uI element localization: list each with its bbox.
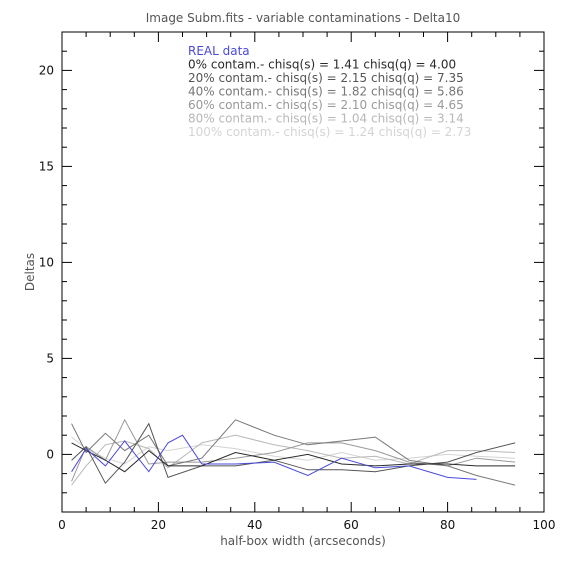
- series-line-1: [71, 442, 516, 473]
- x-tick-label: 40: [247, 518, 262, 532]
- legend-entry-6: 100% contam.- chisq(s) = 1.24 chisq(q) =…: [188, 125, 471, 139]
- legend-entry-0: REAL data: [188, 44, 250, 58]
- y-axis: 0 5 10 15 20: [39, 31, 544, 513]
- series-line-5: [71, 434, 516, 486]
- legend-entry-5: 80% contam.- chisq(s) = 1.04 chisq(q) = …: [188, 112, 464, 126]
- y-axis-label: Deltas: [23, 253, 37, 291]
- x-tick-label: 0: [58, 518, 66, 532]
- series-line-3: [71, 419, 516, 486]
- y-tick-label: 15: [39, 159, 54, 173]
- chart-title: Image Subm.fits - variable contamination…: [146, 11, 461, 25]
- legend-entry-1: 0% contam.- chisq(s) = 1.41 chisq(q) = 4…: [188, 58, 456, 72]
- legend-entry-4: 60% contam.- chisq(s) = 2.10 chisq(q) = …: [188, 98, 464, 112]
- x-tick-label: 80: [440, 518, 455, 532]
- series-line-6: [71, 436, 516, 465]
- y-tick-label: 0: [46, 447, 54, 461]
- x-axis-label: half-box width (arcseconds): [220, 534, 386, 548]
- x-tick-label: 20: [151, 518, 166, 532]
- x-axis: 0 20 40 60 80 100: [58, 32, 555, 532]
- y-tick-label: 5: [46, 351, 54, 365]
- legend-entry-3: 40% contam.- chisq(s) = 1.82 chisq(q) = …: [188, 85, 464, 99]
- y-tick-label: 20: [39, 63, 54, 77]
- series-line-0: [71, 434, 477, 480]
- legend-entry-2: 20% contam.- chisq(s) = 2.15 chisq(q) = …: [188, 71, 464, 85]
- plot-area: 0 20 40 60 80 100 0 5 10 15 20: [39, 31, 555, 532]
- y-tick-label: 10: [39, 255, 54, 269]
- x-tick-label: 100: [533, 518, 556, 532]
- series-lines: [71, 418, 516, 486]
- x-tick-label: 60: [344, 518, 359, 532]
